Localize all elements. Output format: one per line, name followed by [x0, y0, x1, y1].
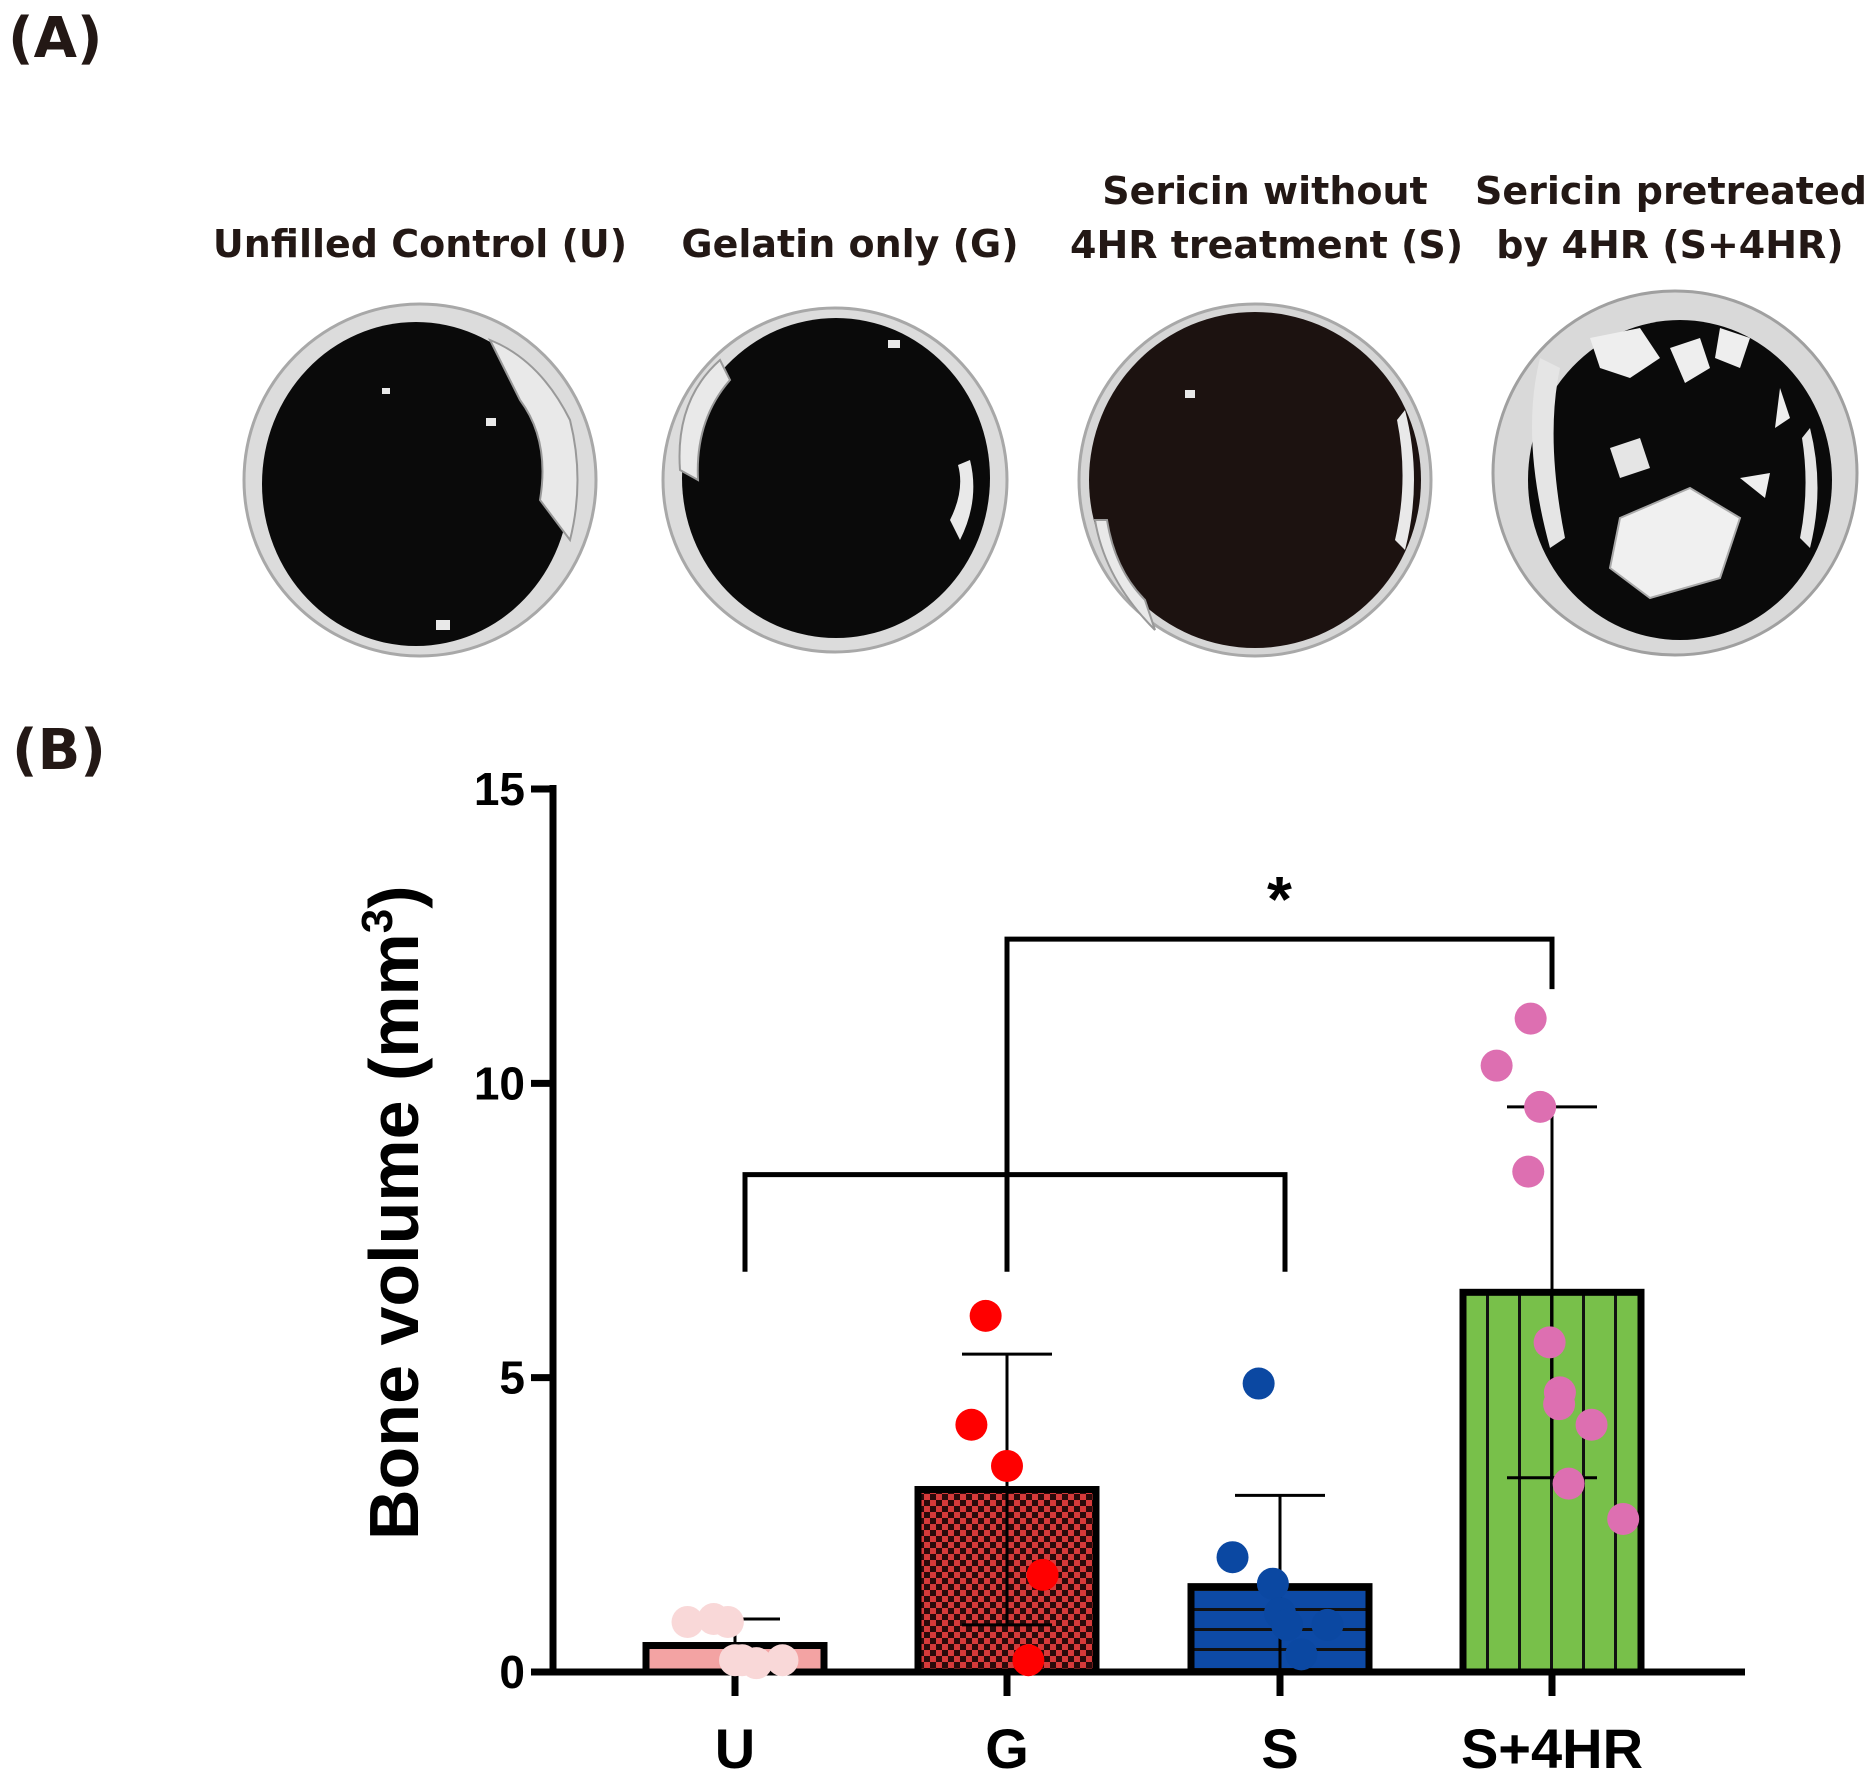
bone-fragment	[1093, 519, 1156, 631]
bone-fragment	[1590, 328, 1660, 378]
data-point	[1524, 1090, 1557, 1123]
data-point	[1311, 1608, 1344, 1641]
data-point	[1480, 1049, 1513, 1082]
points-group	[671, 1002, 1640, 1680]
column-title-line: Gelatin only (G)	[681, 222, 1019, 266]
defect-void	[1528, 320, 1832, 640]
bone-fragment	[888, 340, 900, 348]
y-tick-label: 5	[499, 1352, 525, 1404]
significance-group: *	[742, 863, 1555, 1272]
defect-image-sericin-4hr	[1491, 289, 1859, 657]
data-point	[1543, 1388, 1576, 1421]
comparison-bracket-groups	[742, 1172, 1288, 1272]
column-title-sericin-4hr: Sericin pretreated by 4HR (S+4HR)	[1475, 164, 1865, 272]
bone-fragment	[1395, 410, 1414, 550]
bone-fragment	[1610, 438, 1650, 478]
data-point	[1607, 1502, 1640, 1535]
y-tick-label: 0	[499, 1646, 525, 1698]
data-point	[1012, 1644, 1045, 1677]
bone-fragment	[1800, 428, 1818, 548]
bone-fragment	[1532, 358, 1565, 548]
bone-fragment	[436, 620, 450, 630]
data-point	[1575, 1408, 1608, 1441]
column-title-gelatin: Gelatin only (G)	[620, 217, 1080, 271]
bone-fragment	[950, 460, 974, 540]
defect-image-gelatin	[661, 306, 1009, 654]
data-point	[1514, 1002, 1547, 1035]
data-point	[671, 1605, 704, 1638]
significance-asterisk: *	[1267, 863, 1292, 935]
bone-fragment	[487, 338, 579, 543]
data-point	[1271, 1608, 1304, 1641]
bone-fragment	[486, 418, 496, 426]
data-point	[1512, 1155, 1545, 1188]
data-point	[1256, 1567, 1289, 1600]
bone-fragment	[1715, 328, 1750, 368]
panel-a-label: (A)	[8, 6, 103, 71]
defect-void	[682, 318, 990, 638]
y-tick-label: 15	[474, 763, 525, 815]
defect-image-sericin	[1077, 302, 1433, 658]
chart-axes: 0 5 10 15 U G S S+4HR	[474, 763, 1745, 1780]
data-point	[991, 1449, 1023, 1482]
data-point	[969, 1299, 1002, 1332]
y-axis-title-main: Bone volume (mm	[355, 933, 433, 1540]
column-title-line: Sericin without	[1102, 169, 1428, 213]
comparison-bracket-s4hr	[1004, 936, 1555, 1272]
bone-fragment	[1185, 390, 1195, 398]
data-point	[1552, 1467, 1585, 1500]
x-tick-label: S	[1261, 1717, 1298, 1780]
y-axis-title-sup: 3	[353, 909, 402, 933]
y-axis-title: Bone volume (mm3)	[353, 885, 433, 1540]
x-tick-label: G	[985, 1717, 1029, 1780]
data-point	[1216, 1541, 1249, 1574]
data-point	[766, 1644, 799, 1677]
bone-fragment	[678, 358, 732, 482]
x-tick-label: S+4HR	[1461, 1717, 1643, 1780]
data-point	[955, 1408, 988, 1441]
data-point	[1285, 1638, 1318, 1671]
bone-fragment	[1670, 338, 1710, 383]
column-title-line: 4HR treatment (S)	[1070, 223, 1464, 267]
data-point	[1533, 1326, 1566, 1359]
defect-void	[1089, 312, 1421, 648]
column-title-unfilled: Unfilled Control (U)	[180, 217, 660, 271]
data-point	[1026, 1558, 1059, 1591]
data-point	[1242, 1367, 1275, 1400]
bone-fragment	[382, 388, 390, 394]
bone-fragment	[1740, 473, 1770, 498]
column-title-line: by 4HR (S+4HR)	[1496, 223, 1844, 267]
data-point	[740, 1647, 773, 1680]
data-point	[711, 1605, 744, 1638]
column-title-line: Unfilled Control (U)	[212, 222, 628, 266]
y-axis-title-end: )	[355, 885, 433, 908]
bone-fragment	[1775, 388, 1790, 428]
defect-image-unfilled	[242, 302, 598, 658]
column-title-line: Sericin pretreated	[1475, 169, 1865, 213]
bone-fragment	[1608, 486, 1742, 600]
defect-void	[262, 322, 570, 646]
y-tick-label: 10	[474, 1057, 525, 1109]
bars-group	[642, 1288, 1645, 1676]
x-tick-label: U	[715, 1717, 755, 1780]
column-title-sericin: Sericin without 4HR treatment (S)	[1070, 164, 1464, 272]
panel-b-label: (B)	[12, 718, 106, 783]
